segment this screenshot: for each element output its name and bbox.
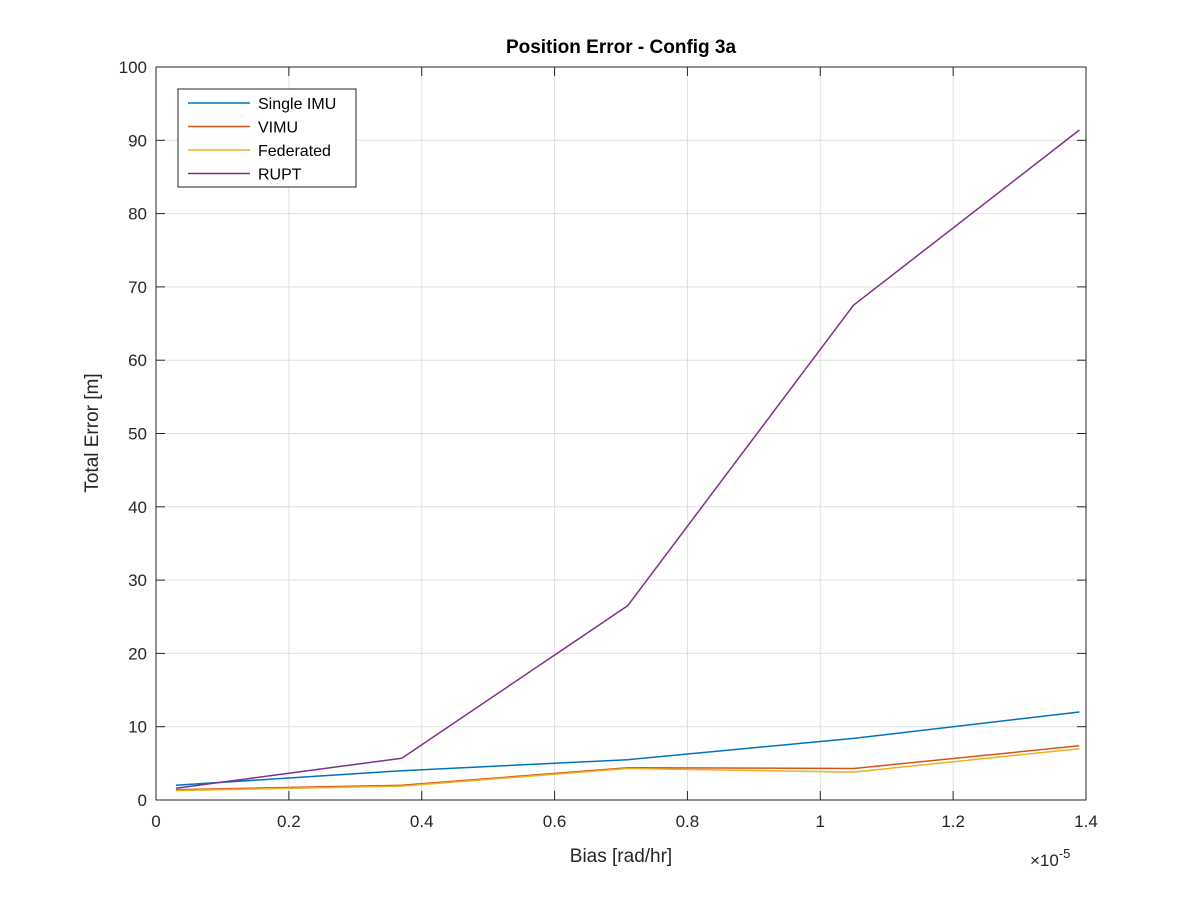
grid-lines: [156, 67, 1086, 800]
legend-label-federated: Federated: [258, 143, 331, 160]
series-line-vimu: [175, 745, 1080, 791]
x-tick-label: 0.6: [543, 812, 567, 831]
y-tick-label: 40: [128, 498, 147, 517]
y-tick-label: 100: [119, 58, 147, 77]
x-tick-label: 1: [816, 812, 825, 831]
x-exponent-base: ×10: [1030, 851, 1059, 870]
series-line-single-imu: [175, 711, 1080, 787]
legend: Single IMU VIMU Federated RUPT: [177, 88, 357, 188]
series-lines: [175, 129, 1080, 792]
chart-title: Position Error - Config 3a: [506, 37, 737, 58]
x-axis-label: Bias [rad/hr]: [570, 846, 672, 867]
x-tick-label: 0: [151, 812, 160, 831]
legend-label-single-imu: Single IMU: [258, 96, 336, 113]
y-axis-label: Total Error [m]: [82, 373, 103, 492]
legend-label-vimu: VIMU: [258, 120, 298, 137]
y-tick-label: 50: [128, 425, 147, 444]
y-tick-label: 70: [128, 278, 147, 297]
x-tick-label: 0.4: [410, 812, 434, 831]
y-tick-label: 10: [128, 718, 147, 737]
series-line-rupt: [175, 129, 1080, 790]
y-tick-label: 0: [138, 791, 147, 810]
y-tick-label: 20: [128, 644, 147, 663]
y-tick-label: 90: [128, 131, 147, 150]
x-exponent-label: ×10-5: [1030, 846, 1070, 870]
x-tick-label: 1.4: [1074, 812, 1098, 831]
x-tick-label: 0.2: [277, 812, 301, 831]
x-tick-label: 1.2: [941, 812, 965, 831]
axis-ticks: 0 0.2 0.4 0.6 0.8 1 1.2 1.4 0 10 20 30 40 50 60 70 80 90 1…: [119, 58, 1098, 831]
y-tick-label: 30: [128, 571, 147, 590]
x-exponent-power: -5: [1059, 846, 1071, 861]
series-line-federated: [175, 747, 1080, 792]
x-tick-label: 0.8: [676, 812, 700, 831]
legend-box: [177, 88, 357, 188]
y-tick-label: 80: [128, 205, 147, 224]
legend-label-rupt: RUPT: [258, 167, 302, 184]
y-tick-label: 60: [128, 351, 147, 370]
